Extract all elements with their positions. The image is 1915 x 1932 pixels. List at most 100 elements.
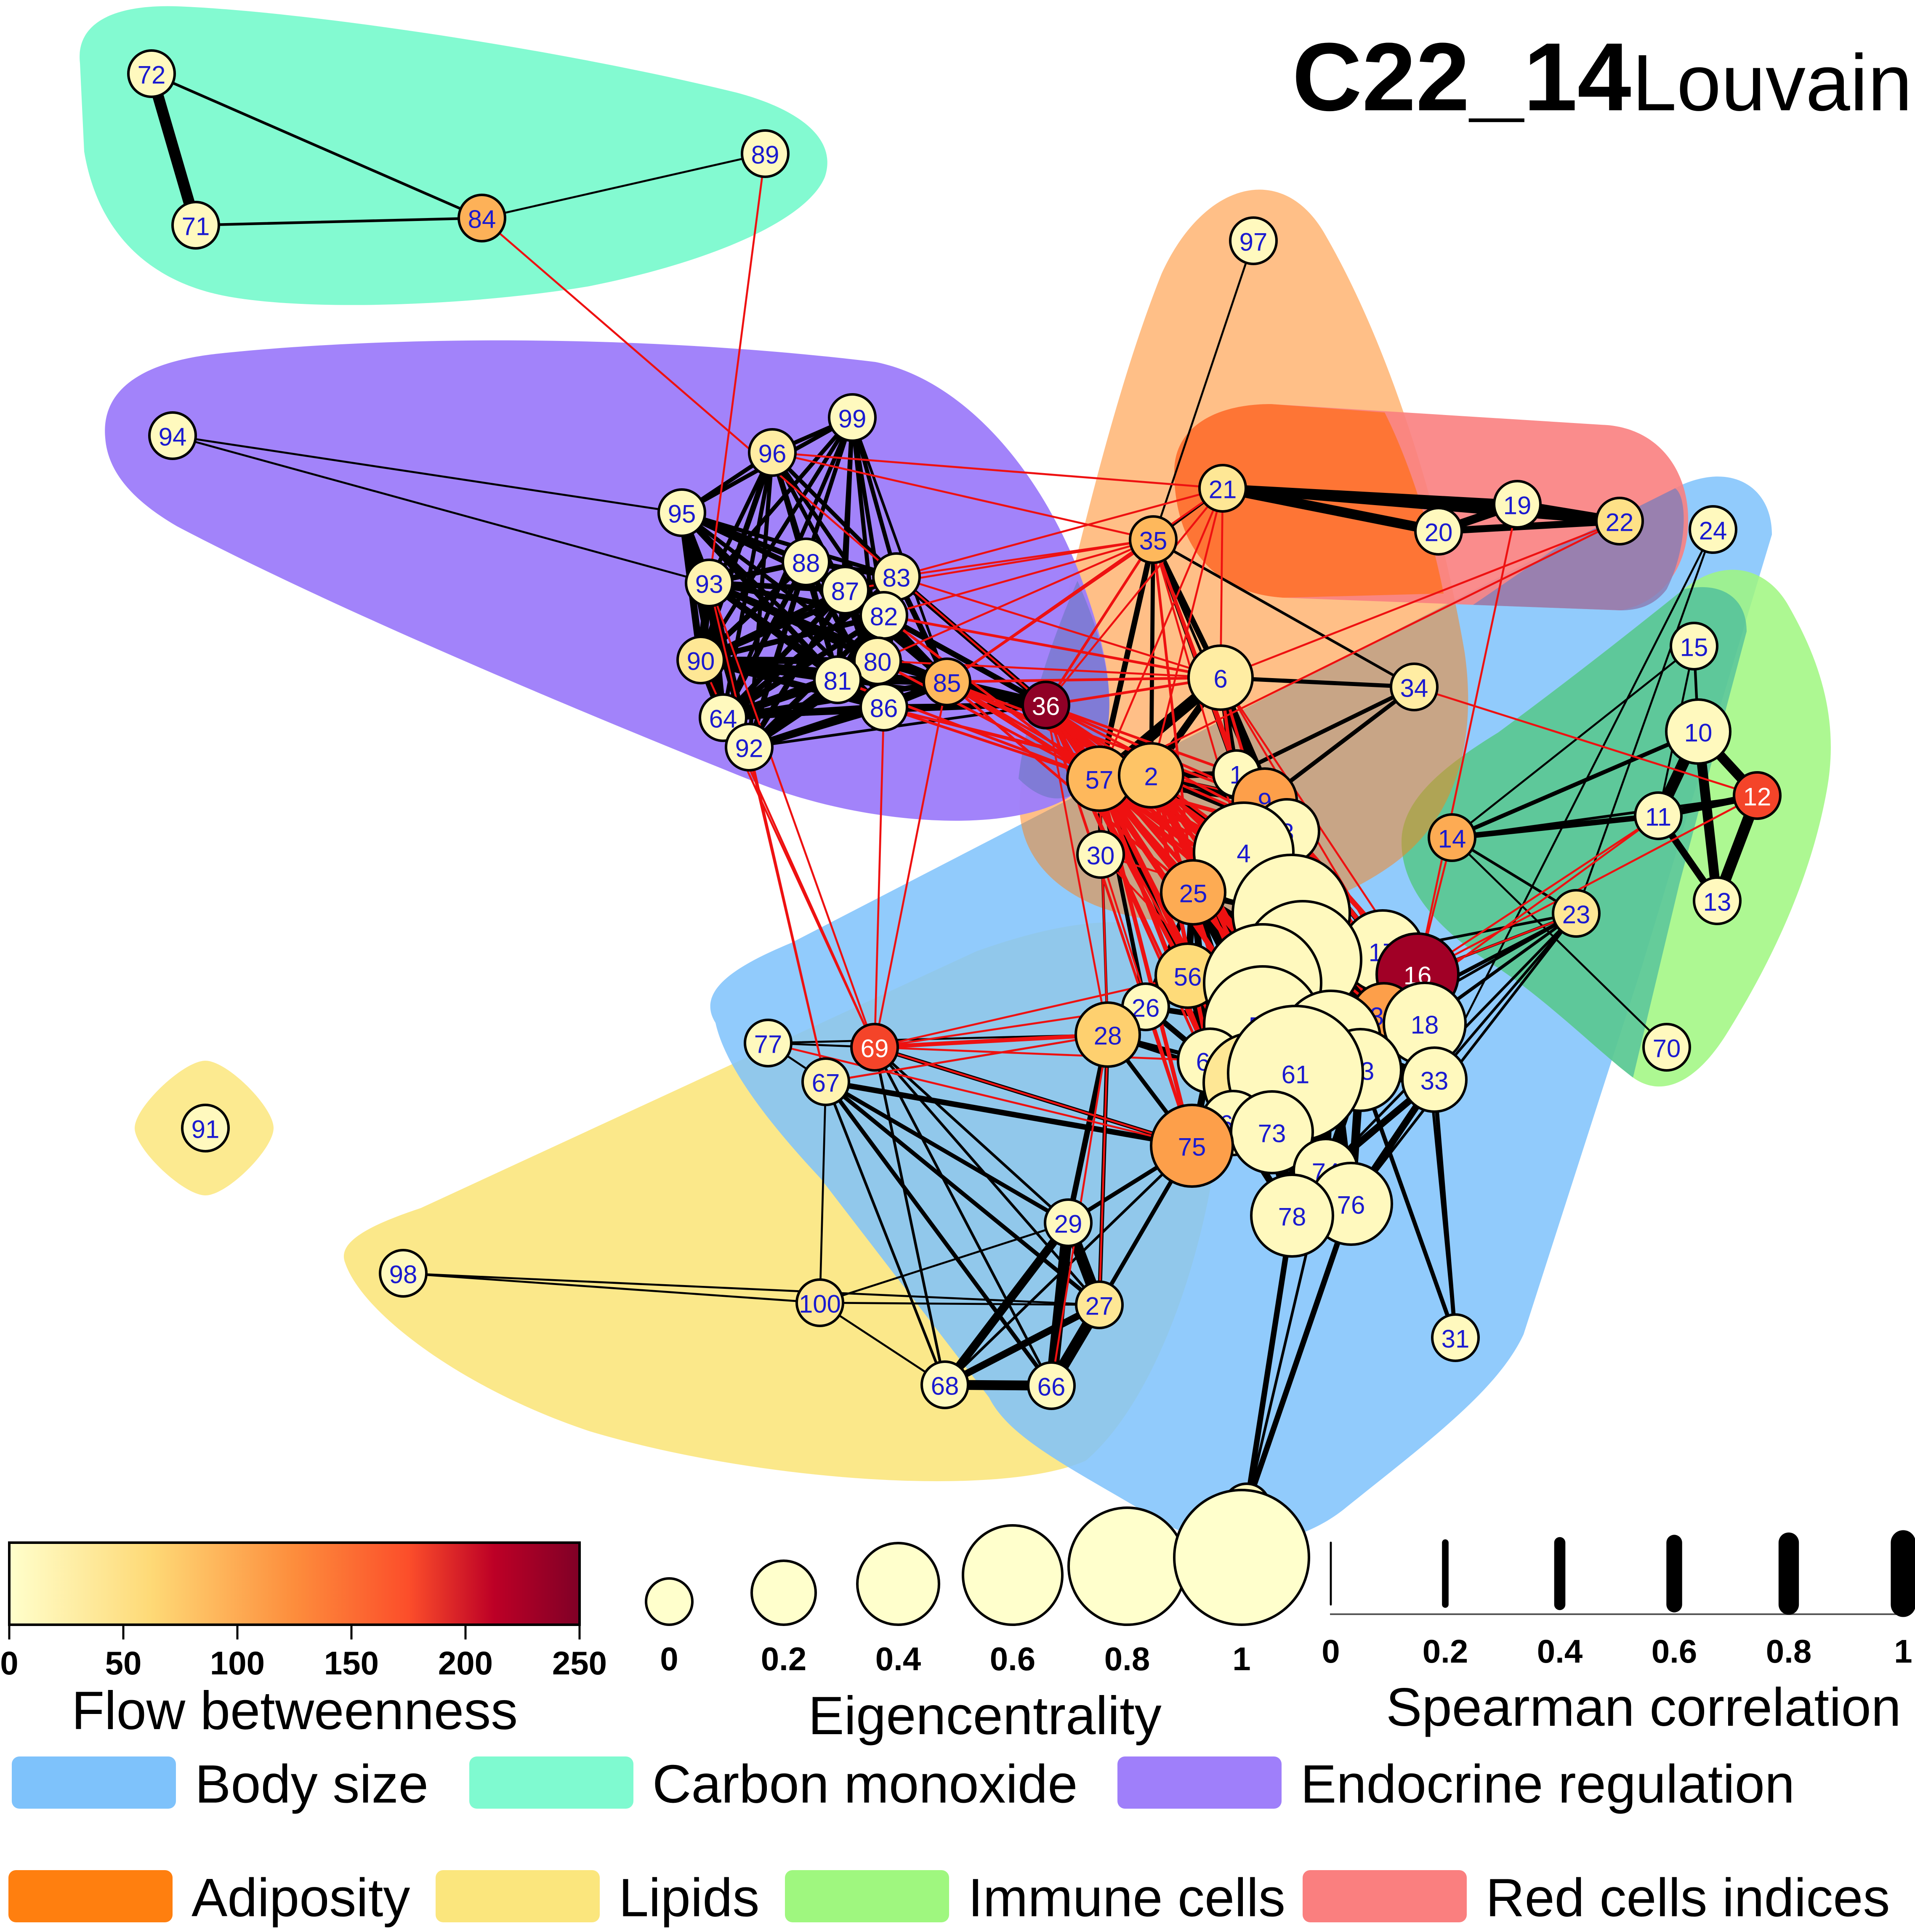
group-legend-item: Lipids bbox=[436, 1868, 759, 1928]
node-72[interactable]: 72 bbox=[127, 49, 176, 98]
node-30[interactable]: 30 bbox=[1076, 830, 1125, 879]
edge-86-69 bbox=[873, 706, 885, 1048]
node-80[interactable]: 80 bbox=[853, 636, 902, 685]
node-66[interactable]: 66 bbox=[1027, 1361, 1076, 1410]
edge-75-67 bbox=[823, 1079, 1195, 1149]
eigen-tick-label: 0.2 bbox=[761, 1640, 806, 1677]
node-100[interactable]: 100 bbox=[795, 1278, 844, 1327]
node-circle-25 bbox=[1160, 859, 1226, 926]
node-36[interactable]: 36 bbox=[1021, 681, 1070, 729]
node-11[interactable]: 11 bbox=[1634, 791, 1683, 840]
edge-67-100 bbox=[819, 1080, 827, 1304]
node-circle-91 bbox=[181, 1104, 230, 1152]
eigen-tick-label: 0.4 bbox=[875, 1640, 921, 1677]
node-87[interactable]: 87 bbox=[821, 566, 870, 615]
node-23[interactable]: 23 bbox=[1552, 889, 1601, 938]
node-86[interactable]: 86 bbox=[859, 683, 908, 732]
edge-14-70 bbox=[1451, 836, 1668, 1048]
node-13[interactable]: 13 bbox=[1693, 876, 1742, 925]
node-33[interactable]: 33 bbox=[1401, 1046, 1468, 1113]
node-31[interactable]: 31 bbox=[1431, 1313, 1480, 1362]
edge-86-9 bbox=[883, 706, 1266, 802]
node-22[interactable]: 22 bbox=[1595, 497, 1644, 546]
legend-eigen-title: Eigencentrality bbox=[808, 1686, 1162, 1746]
node-15[interactable]: 15 bbox=[1670, 622, 1718, 671]
node-circle-28 bbox=[1075, 1001, 1141, 1068]
node-71[interactable]: 71 bbox=[171, 201, 220, 250]
node-99[interactable]: 99 bbox=[828, 393, 877, 442]
node-28[interactable]: 28 bbox=[1075, 1001, 1141, 1068]
node-label-70: 70 bbox=[1653, 1035, 1681, 1063]
node-78[interactable]: 78 bbox=[1250, 1174, 1334, 1258]
node-14[interactable]: 14 bbox=[1428, 813, 1476, 862]
node-35[interactable]: 35 bbox=[1129, 515, 1178, 564]
edge-34-12 bbox=[1413, 686, 1758, 797]
group-swatch bbox=[1303, 1870, 1467, 1922]
node-82[interactable]: 82 bbox=[859, 591, 908, 640]
node-93[interactable]: 93 bbox=[685, 559, 734, 607]
hull-carbon-monoxide bbox=[80, 6, 827, 305]
node-circle-96 bbox=[748, 428, 797, 477]
edge-36-21 bbox=[1045, 487, 1224, 706]
node-12[interactable]: 12 bbox=[1733, 771, 1782, 820]
node-57[interactable]: 57 bbox=[1066, 745, 1133, 812]
hull-teal-overlap bbox=[1402, 587, 1747, 1078]
edge-87-64 bbox=[720, 587, 848, 721]
node-94[interactable]: 94 bbox=[148, 411, 197, 460]
node-label-20: 20 bbox=[1425, 519, 1453, 547]
edge-82-35 bbox=[883, 538, 1154, 617]
node-label-68: 68 bbox=[931, 1372, 959, 1400]
node-20[interactable]: 20 bbox=[1414, 507, 1463, 556]
eigen-tick-label: 0.8 bbox=[1104, 1640, 1150, 1677]
node-85[interactable]: 85 bbox=[923, 657, 971, 706]
node-29[interactable]: 29 bbox=[1044, 1198, 1093, 1247]
node-70[interactable]: 70 bbox=[1642, 1023, 1691, 1072]
eigen-legend-circle bbox=[645, 1577, 694, 1626]
hull-endocrine bbox=[105, 340, 1109, 821]
node-91[interactable]: 91 bbox=[181, 1104, 230, 1152]
node-69[interactable]: 69 bbox=[850, 1023, 899, 1072]
node-67[interactable]: 67 bbox=[801, 1057, 850, 1106]
node-77[interactable]: 77 bbox=[744, 1019, 793, 1067]
node-2[interactable]: 2 bbox=[1118, 742, 1184, 809]
node-24[interactable]: 24 bbox=[1689, 505, 1737, 554]
node-96[interactable]: 96 bbox=[748, 428, 797, 477]
edge-98-27 bbox=[402, 1272, 1101, 1306]
node-19[interactable]: 19 bbox=[1493, 480, 1542, 529]
node-88[interactable]: 88 bbox=[782, 538, 830, 586]
edge-94-95 bbox=[171, 434, 683, 514]
edge-27-100 bbox=[819, 1301, 1101, 1306]
edge-82-90 bbox=[698, 612, 887, 663]
eigen-tick-label: 0 bbox=[660, 1640, 678, 1677]
node-21[interactable]: 21 bbox=[1198, 464, 1247, 513]
node-95[interactable]: 95 bbox=[657, 488, 706, 537]
node-98[interactable]: 98 bbox=[379, 1249, 428, 1298]
flow-tick-label: 200 bbox=[438, 1645, 493, 1682]
edge-67-27 bbox=[824, 1080, 1101, 1307]
edge-64-69 bbox=[722, 716, 876, 1048]
node-83[interactable]: 83 bbox=[872, 552, 921, 601]
node-90[interactable]: 90 bbox=[676, 636, 725, 684]
node-circle-11 bbox=[1634, 791, 1683, 840]
node-75[interactable]: 75 bbox=[1150, 1104, 1234, 1188]
node-89[interactable]: 89 bbox=[741, 129, 790, 178]
node-label-81: 81 bbox=[824, 667, 852, 695]
legend-eigencentrality: 0 0.2 0.4 0.6 0.8 1 Eigencentrality bbox=[645, 1489, 1310, 1746]
node-label-33: 33 bbox=[1420, 1067, 1449, 1095]
group-swatch bbox=[436, 1870, 600, 1922]
node-92[interactable]: 92 bbox=[725, 723, 774, 772]
node-68[interactable]: 68 bbox=[920, 1360, 969, 1409]
node-84[interactable]: 84 bbox=[457, 194, 506, 242]
node-27[interactable]: 27 bbox=[1075, 1280, 1124, 1329]
node-81[interactable]: 81 bbox=[813, 655, 862, 704]
node-label-86: 86 bbox=[870, 695, 898, 723]
edge-69-68 bbox=[873, 1046, 947, 1386]
node-73[interactable]: 73 bbox=[1230, 1090, 1314, 1174]
node-97[interactable]: 97 bbox=[1229, 216, 1278, 265]
node-circle-13 bbox=[1693, 876, 1742, 925]
node-circle-33 bbox=[1401, 1046, 1468, 1113]
node-25[interactable]: 25 bbox=[1160, 859, 1226, 926]
node-10[interactable]: 10 bbox=[1665, 698, 1731, 765]
node-34[interactable]: 34 bbox=[1390, 663, 1439, 711]
node-6[interactable]: 6 bbox=[1187, 644, 1254, 711]
